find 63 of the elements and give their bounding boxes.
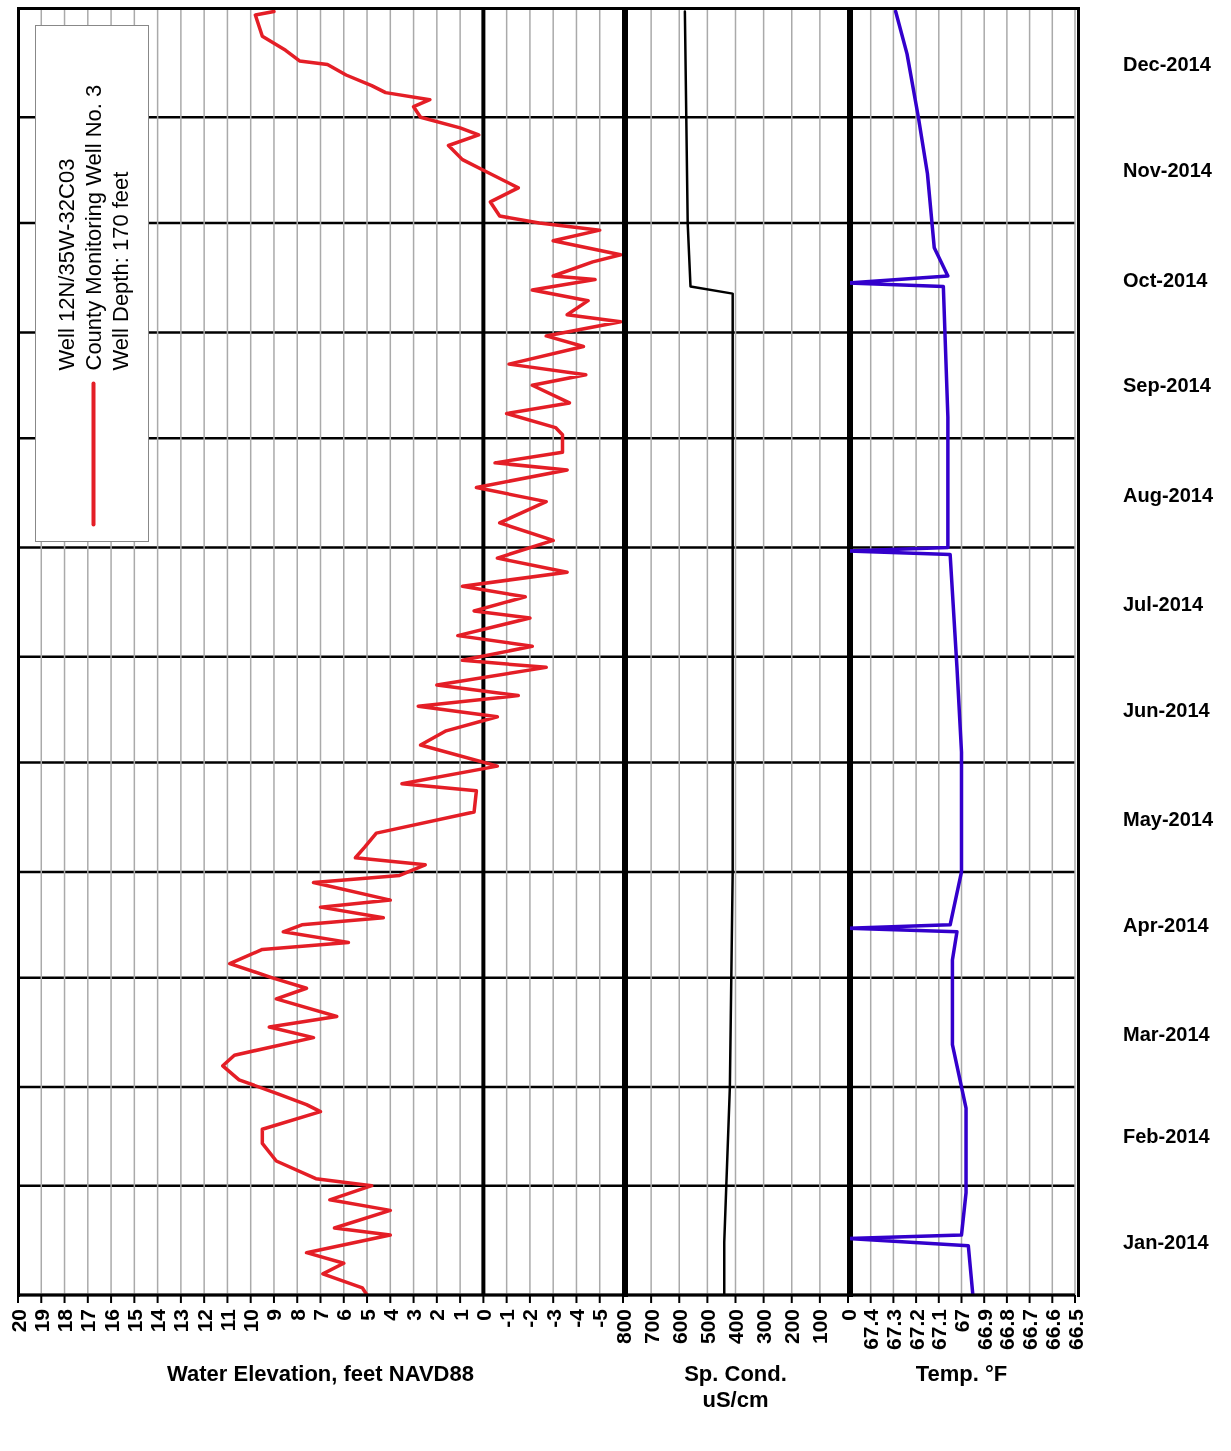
x-tick-label: 17 (76, 1309, 100, 1333)
x-tick-label: 67.2 (904, 1309, 928, 1350)
x-tick-label: 67.1 (927, 1308, 951, 1350)
y-tick-label: Jan-2014 (1123, 1231, 1210, 1254)
x-tick-label: 7 (309, 1309, 332, 1321)
x-tick-label: 9 (262, 1309, 286, 1321)
x-tick-label: 800 (611, 1309, 635, 1345)
x-tick-label: 10 (239, 1309, 263, 1333)
x-tick-label: 4 (378, 1308, 402, 1321)
x-tick-label: 0 (836, 1309, 860, 1321)
x-tick-label: 20 (6, 1309, 30, 1333)
x-tick-label: 14 (146, 1308, 170, 1333)
x-tick-label: 18 (53, 1308, 77, 1333)
x-axis-title: Temp. °F (915, 1361, 1008, 1387)
x-tick-label: -5 (588, 1308, 612, 1328)
x-tick-label: 13 (169, 1309, 193, 1333)
x-tick-label: -1 (495, 1308, 519, 1328)
x-tick-label: -2 (518, 1309, 542, 1328)
y-tick-label: Aug-2014 (1123, 483, 1214, 506)
x-tick-label: 66.6 (1040, 1309, 1064, 1350)
x-tick-label: 0 (471, 1309, 495, 1321)
y-tick-label: Oct-2014 (1123, 268, 1209, 291)
x-tick-label: 67.4 (859, 1308, 883, 1350)
x-tick-label: 11 (215, 1308, 239, 1332)
annotation: Well Depth: 170 feet (106, 170, 134, 373)
legend-box: Well 12N/35W-32C03 County Monitoring Well No. 3 Well Depth: 170 feet (35, 25, 149, 542)
y-tick-label: Nov-2014 (1123, 159, 1213, 182)
x-tick-label: 66.7 (1018, 1309, 1042, 1350)
x-tick-label: 6 (332, 1309, 356, 1321)
x-tick-label: 66.8 (995, 1308, 1019, 1350)
x-tick-label: 500 (695, 1309, 719, 1345)
y-tick-label: Feb-2014 (1123, 1125, 1211, 1148)
y-tick-label: May-2014 (1123, 807, 1214, 830)
x-tick-label: 66.5 (1063, 1308, 1087, 1350)
x-axis-title: Water Elevation, feet NAVD88 (167, 1361, 474, 1387)
x-tick-label: 12 (192, 1309, 216, 1333)
x-tick-label: 2 (425, 1309, 449, 1321)
x-tick-label: 66.9 (972, 1309, 996, 1350)
x-tick-label: 5 (355, 1308, 379, 1321)
y-tick-label: Sep-2014 (1123, 374, 1212, 397)
x-tick-label: 3 (402, 1309, 426, 1321)
x-tick-label: 67 (950, 1309, 973, 1333)
x-tick-label: 200 (780, 1309, 804, 1345)
x-tick-label: 16 (99, 1309, 123, 1333)
x-tick-label: 1 (448, 1308, 472, 1321)
x-tick-label: 400 (724, 1309, 747, 1345)
x-tick-label: 8 (285, 1308, 309, 1321)
x-tick-label: 15 (122, 1308, 146, 1333)
x-tick-label: 700 (639, 1309, 663, 1345)
y-tick-label: Jun-2014 (1123, 698, 1211, 721)
x-axis-title: Sp. Cond. uS/cm (683, 1361, 788, 1413)
y-tick-label: Dec-2014 (1123, 53, 1212, 76)
x-tick-label: -4 (564, 1308, 588, 1328)
x-tick-label: -3 (541, 1309, 565, 1328)
y-tick-label: Jul-2014 (1123, 592, 1204, 615)
x-tick-label: 19 (29, 1309, 53, 1333)
legend-title: Well 12N/35W-32C03 (52, 157, 80, 373)
x-tick-label: 300 (752, 1309, 776, 1345)
x-tick-label: 67.3 (881, 1309, 905, 1350)
y-tick-label: Mar-2014 (1123, 1023, 1211, 1046)
y-tick-label: Apr-2014 (1123, 913, 1210, 936)
x-tick-label: 100 (808, 1309, 832, 1345)
x-tick-label: 600 (667, 1309, 691, 1345)
